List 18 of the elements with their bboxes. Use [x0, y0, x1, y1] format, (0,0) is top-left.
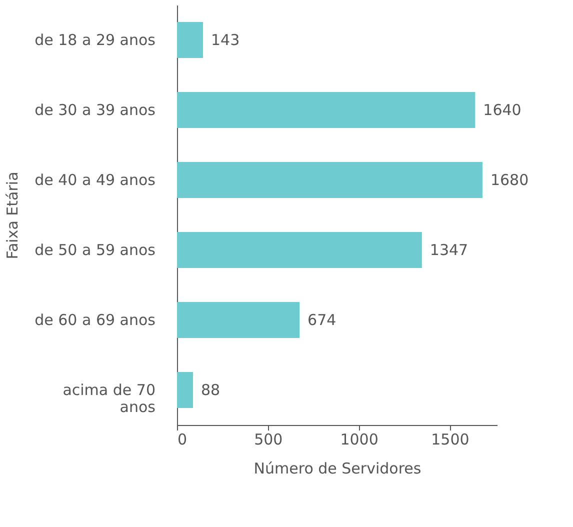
- data-label: 1347: [430, 241, 468, 259]
- x-tick-label: 500: [254, 430, 283, 448]
- y-tick-label: de 18 a 29 anos: [34, 31, 156, 49]
- y-tick-label: acima de 70 anos: [62, 381, 156, 416]
- x-axis-title: Número de Servidores: [254, 460, 422, 478]
- data-label: 1640: [483, 101, 522, 119]
- data-label: 1680: [490, 171, 529, 189]
- y-tick-label: de 40 a 49 anos: [34, 171, 156, 189]
- x-tick-label: 1500: [431, 430, 470, 448]
- y-tick-label: de 50 a 59 anos: [34, 241, 156, 259]
- data-label: 143: [211, 31, 240, 49]
- x-tick-label: 0: [178, 430, 188, 448]
- y-axis-title: Faixa Etária: [4, 172, 22, 260]
- data-label: 674: [308, 311, 336, 329]
- y-tick-label: de 60 a 69 anos: [34, 311, 156, 329]
- y-tick-label: de 30 a 39 anos: [34, 101, 156, 119]
- x-tick-label: 1000: [340, 430, 378, 448]
- data-label: 88: [201, 381, 220, 399]
